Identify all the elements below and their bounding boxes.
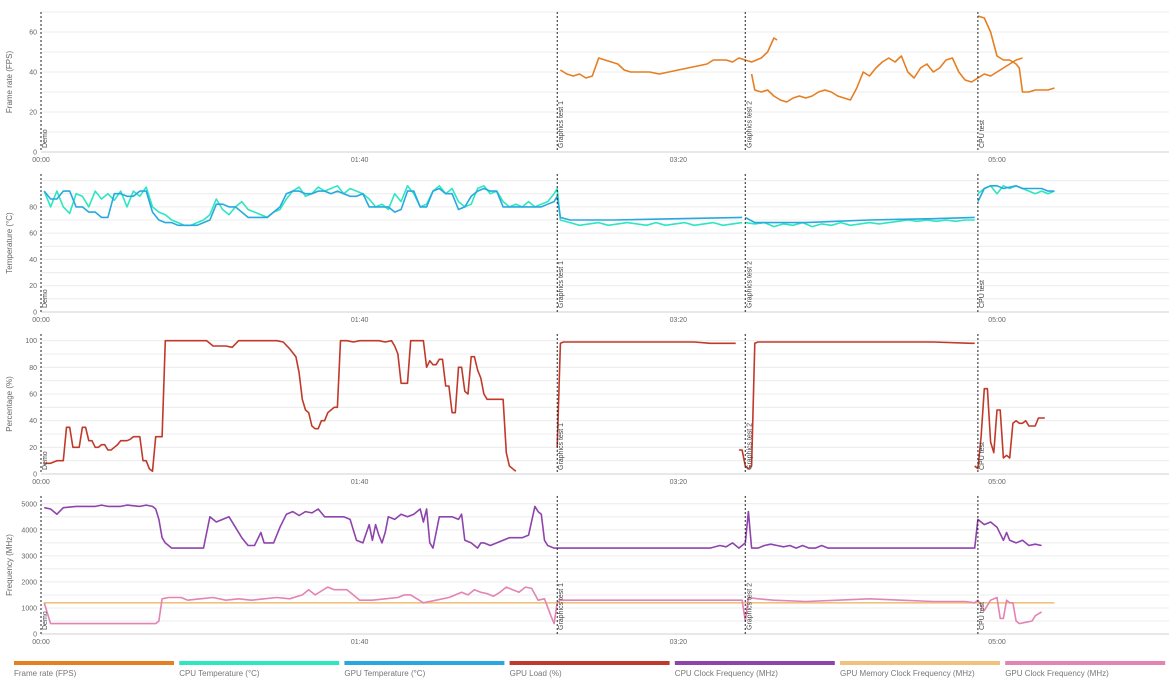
section-marker-label: CPU test — [979, 120, 986, 148]
legend-label: GPU Load (%) — [510, 669, 562, 678]
series-line-cpu-clock-frequency-mhz- — [44, 504, 1042, 549]
legend-swatch — [674, 661, 835, 665]
legend-swatch — [840, 661, 1000, 665]
series-line-gpu-load- — [44, 339, 517, 473]
legend-label: CPU Temperature (°C) — [179, 669, 260, 678]
y-axis-label: Percentage (%) — [5, 376, 14, 432]
series-line-frame-rate-fps- — [750, 55, 1023, 103]
y-tick-label: 20 — [29, 445, 37, 452]
y-tick-label: 5000 — [21, 501, 37, 508]
x-tick-label: 03:20 — [670, 317, 688, 324]
section-marker-label: Graphics test 2 — [746, 101, 753, 148]
x-tick-label: 01:40 — [351, 317, 369, 324]
legend-label: Frame rate (FPS) — [14, 669, 77, 678]
series-line-cpu-temperature-c- — [745, 219, 975, 228]
series-line-gpu-clock-frequency-mhz- — [43, 586, 1043, 625]
section-marker-label: CPU test — [979, 442, 986, 470]
y-axis-label: Temperature (°C) — [5, 212, 14, 274]
x-tick-label: 05:00 — [988, 639, 1006, 646]
y-tick-label: 2000 — [21, 579, 37, 586]
x-tick-label: 01:40 — [351, 479, 369, 486]
y-tick-label: 60 — [29, 30, 37, 37]
x-tick-label: 05:00 — [988, 317, 1006, 324]
x-tick-label: 05:00 — [988, 479, 1006, 486]
y-tick-label: 40 — [29, 418, 37, 425]
section-marker-label: Demo — [42, 451, 49, 470]
y-axis-label: Frame rate (FPS) — [5, 51, 14, 114]
y-tick-label: 60 — [29, 231, 37, 238]
section-marker-label: Graphics test 1 — [558, 583, 565, 630]
x-tick-label: 01:40 — [351, 639, 369, 646]
x-tick-label: 00:00 — [32, 639, 50, 646]
series-line-frame-rate-fps- — [977, 15, 1055, 93]
section-marker-label: Graphics test 2 — [746, 583, 753, 630]
legend-label: CPU Clock Frequency (MHz) — [675, 669, 778, 678]
y-tick-label: 80 — [29, 365, 37, 372]
legend-label: GPU Memory Clock Frequency (MHz) — [840, 669, 975, 678]
y-tick-label: 20 — [29, 110, 37, 117]
x-tick-label: 03:20 — [670, 157, 688, 164]
legend-label: GPU Temperature (°C) — [344, 669, 425, 678]
y-tick-label: 0 — [33, 150, 37, 157]
y-axis-label: Frequency (MHz) — [5, 534, 14, 596]
section-marker-label: Demo — [42, 611, 49, 630]
y-tick-label: 80 — [29, 204, 37, 211]
legend-swatch — [179, 661, 340, 665]
x-tick-label: 05:00 — [988, 157, 1006, 164]
series-line-gpu-load- — [738, 341, 975, 470]
series-line-gpu-load- — [556, 341, 736, 448]
y-tick-label: 40 — [29, 257, 37, 264]
y-tick-label: 20 — [29, 283, 37, 290]
y-tick-label: 3000 — [21, 553, 37, 560]
section-marker-label: Demo — [42, 289, 49, 308]
section-marker-label: Graphics test 2 — [746, 423, 753, 470]
section-marker-label: Graphics test 2 — [746, 261, 753, 308]
section-marker-label: Graphics test 1 — [558, 423, 565, 470]
section-marker-label: CPU test — [979, 602, 986, 630]
section-marker-label: CPU test — [979, 280, 986, 308]
legend-swatch — [344, 661, 505, 665]
x-tick-label: 03:20 — [670, 639, 688, 646]
y-tick-label: 40 — [29, 70, 37, 77]
series-line-gpu-temperature-c- — [43, 187, 743, 227]
x-tick-label: 03:20 — [670, 479, 688, 486]
y-tick-label: 0 — [33, 472, 37, 479]
x-tick-label: 00:00 — [32, 317, 50, 324]
legend-label: GPU Clock Frequency (MHz) — [1005, 669, 1109, 678]
y-tick-label: 4000 — [21, 527, 37, 534]
x-tick-label: 00:00 — [32, 479, 50, 486]
x-tick-label: 01:40 — [351, 157, 369, 164]
y-tick-label: 0 — [33, 310, 37, 317]
section-marker-label: Graphics test 1 — [558, 101, 565, 148]
series-line-cpu-temperature-c- — [43, 185, 743, 227]
x-tick-label: 00:00 — [32, 157, 50, 164]
section-marker-label: Graphics test 1 — [558, 261, 565, 308]
legend-swatch — [1005, 661, 1166, 665]
y-tick-label: 1000 — [21, 605, 37, 612]
legend-swatch — [14, 661, 174, 665]
legend-swatch — [509, 661, 670, 665]
series-line-gpu-temperature-c- — [744, 216, 975, 224]
y-tick-label: 100 — [25, 338, 37, 345]
y-tick-label: 60 — [29, 392, 37, 399]
section-marker-label: Demo — [42, 129, 49, 148]
series-line-gpu-temperature-c- — [977, 185, 1055, 202]
y-tick-label: 0 — [33, 632, 37, 639]
series-line-gpu-load- — [974, 387, 1045, 470]
